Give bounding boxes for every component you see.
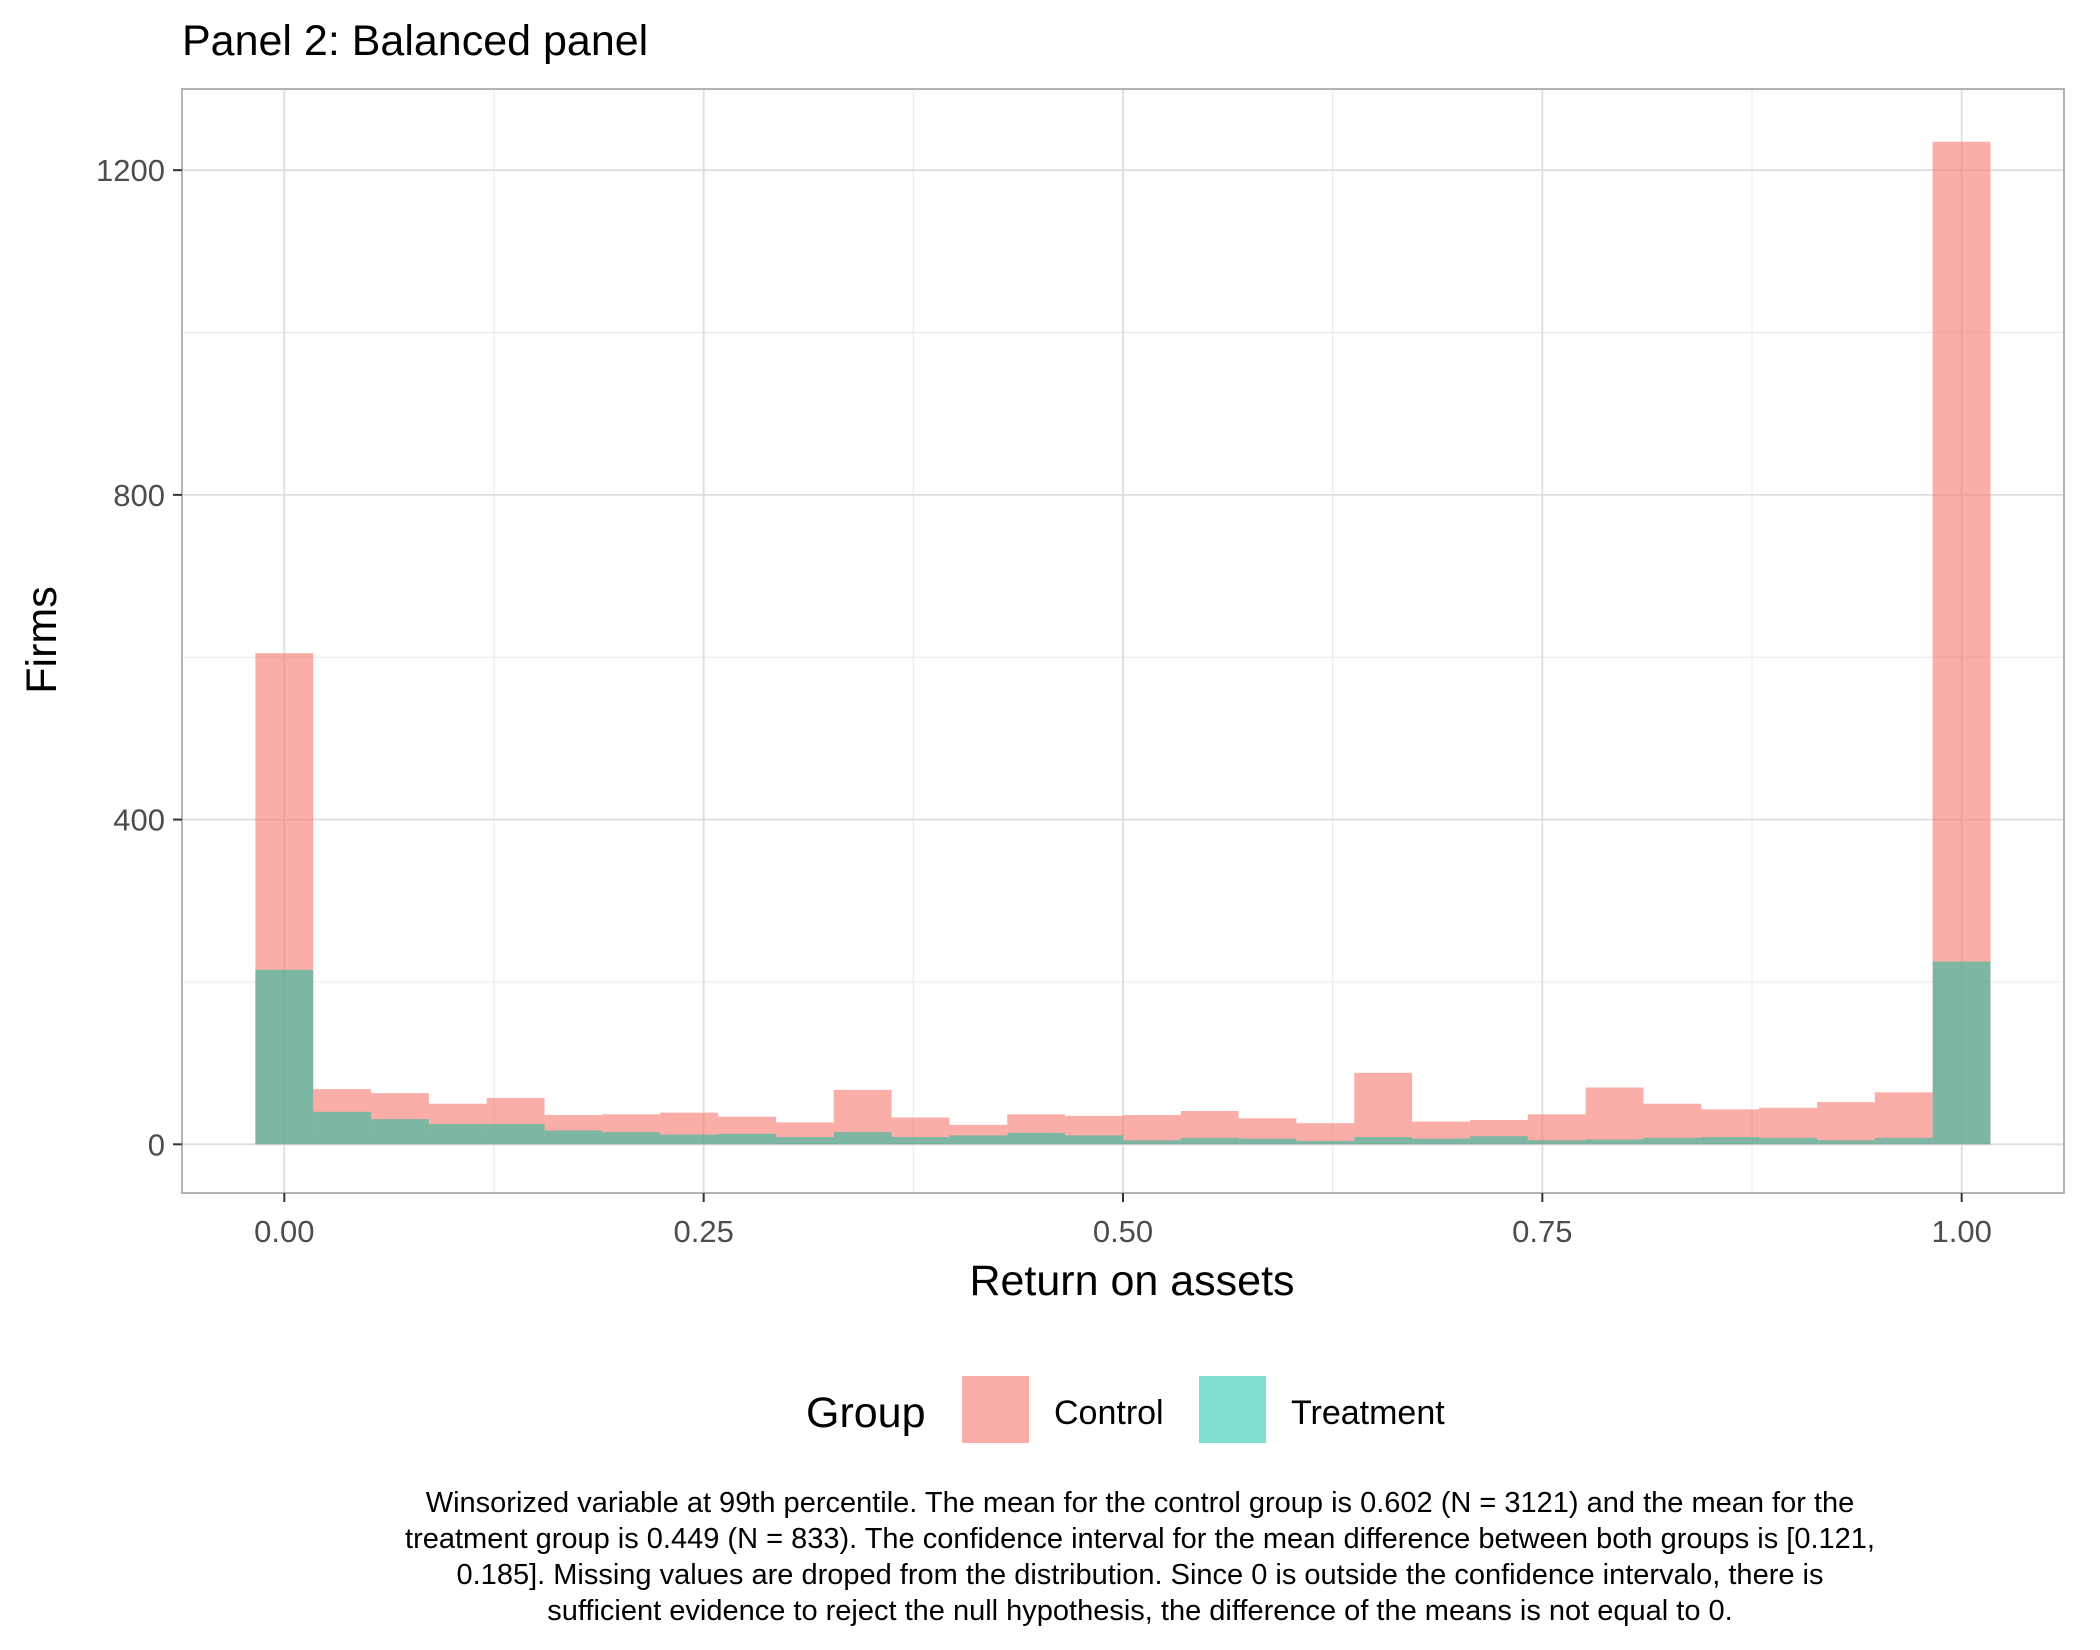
treatment-bar — [1759, 1137, 1817, 1145]
y-axis-ticks: 0 400 800 1200 — [96, 153, 182, 1162]
y-tick-label: 800 — [113, 478, 165, 513]
treatment-bar — [1527, 1140, 1586, 1145]
control-bar — [1296, 1123, 1355, 1145]
treatment-bar — [544, 1130, 603, 1145]
treatment-bar — [1296, 1141, 1355, 1145]
treatment-bar — [1412, 1138, 1470, 1145]
treatment-bar — [1932, 961, 1991, 1145]
caption-line-1: Winsorized variable at 99th percentile. … — [425, 1487, 1855, 1519]
caption-line-4: sufficient evidence to reject the null h… — [547, 1595, 1733, 1627]
legend-key-control — [962, 1376, 1029, 1443]
x-tick-label: 0.00 — [254, 1214, 314, 1249]
treatment-bar — [1354, 1136, 1413, 1145]
treatment-bar — [371, 1119, 429, 1145]
treatment-bar — [1585, 1139, 1644, 1145]
treatment-bar — [428, 1124, 487, 1145]
treatment-bar — [949, 1135, 1008, 1145]
treatment-bar — [1180, 1137, 1239, 1145]
grid-major — [182, 89, 2064, 1193]
x-tick-label: 1.00 — [1932, 1214, 1992, 1249]
caption-line-3: 0.185]. Missing values are droped from t… — [456, 1559, 1824, 1591]
y-tick-label: 400 — [113, 803, 165, 838]
treatment-bar — [718, 1133, 776, 1145]
control-bar — [1874, 1092, 1933, 1145]
treatment-bar — [1065, 1135, 1123, 1145]
treatment-bar — [486, 1124, 545, 1145]
chart-title: Panel 2: Balanced panel — [182, 17, 648, 65]
control-bar — [1527, 1114, 1586, 1145]
control-bar — [1354, 1072, 1413, 1145]
control-bar — [1412, 1121, 1470, 1145]
legend-key-treatment — [1199, 1376, 1266, 1443]
treatment-bar — [1701, 1136, 1760, 1145]
control-bar — [1816, 1102, 1875, 1145]
treatment-bar — [1816, 1140, 1875, 1145]
treatment-bar — [775, 1136, 834, 1145]
treatment-bar — [313, 1111, 372, 1145]
legend-title: Group — [806, 1389, 926, 1437]
treatment-bar — [1874, 1137, 1933, 1145]
treatment-bar — [602, 1132, 661, 1145]
treatment-bar — [1007, 1132, 1066, 1145]
legend-label-control: Control — [1054, 1394, 1164, 1432]
y-tick-label: 1200 — [96, 153, 165, 188]
treatment-bar — [1469, 1136, 1528, 1145]
y-axis-title: Firms — [18, 586, 66, 693]
y-tick-label: 0 — [148, 1127, 165, 1162]
treatment-bar — [1643, 1137, 1702, 1145]
treatment-bar — [891, 1136, 950, 1145]
treatment-bar — [833, 1132, 892, 1145]
control-bar — [1122, 1115, 1181, 1145]
treatment-bars — [255, 961, 1991, 1145]
x-tick-label: 0.25 — [673, 1214, 733, 1249]
caption-line-2: treatment group is 0.449 (N = 833). The … — [405, 1523, 1875, 1555]
legend: Group Control Treatment — [806, 1376, 1445, 1443]
treatment-bar — [255, 969, 314, 1145]
figure-caption: Winsorized variable at 99th percentile. … — [150, 1485, 2100, 1629]
x-axis-title: Return on assets — [969, 1257, 1294, 1305]
control-bar — [1643, 1103, 1702, 1145]
treatment-bar — [1122, 1140, 1181, 1145]
x-tick-label: 0.75 — [1512, 1214, 1572, 1249]
control-bar — [1585, 1087, 1644, 1145]
treatment-bar — [1238, 1138, 1297, 1145]
x-tick-label: 0.50 — [1093, 1214, 1153, 1249]
treatment-bar — [660, 1134, 719, 1145]
legend-label-treatment: Treatment — [1291, 1394, 1445, 1432]
x-axis-ticks: 0.00 0.25 0.50 0.75 1.00 — [254, 1193, 1992, 1249]
